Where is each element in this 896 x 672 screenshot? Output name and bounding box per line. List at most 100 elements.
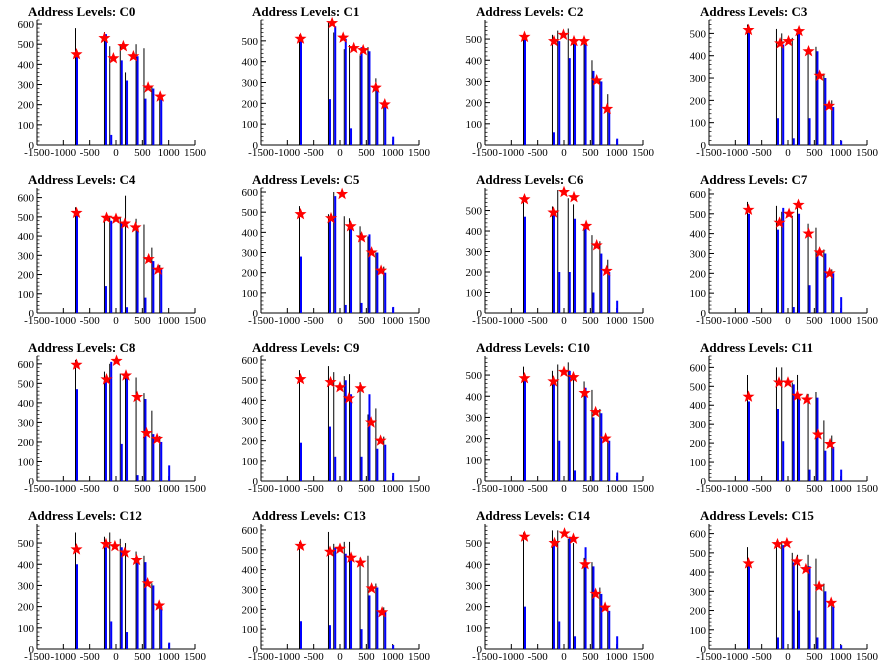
x-tick-label: 1000	[830, 651, 853, 663]
x-tick-label: 1000	[382, 651, 405, 663]
y-tick-label: 500	[242, 36, 259, 48]
chart-title: Address Levels: C15	[700, 508, 814, 523]
peak-marker	[577, 34, 591, 47]
y-tick-label: 200	[690, 268, 707, 280]
chart-plot: 0 100 200 300 400 500 600 -1500 -1000 -500 0 500 100…	[690, 188, 879, 327]
peak-marker	[109, 212, 123, 224]
y-tick-label: 400	[690, 567, 707, 579]
x-tick-label: 0	[785, 651, 791, 663]
x-tick-label: 1000	[382, 483, 405, 495]
y-tick-label: 0	[253, 308, 259, 320]
peak-marker	[599, 432, 612, 444]
peak-marker	[119, 369, 133, 381]
y-tick-label: 500	[690, 548, 707, 560]
chart-plot: 0 100 200 300 400 500 600 -1500 -1000 -500 0 500 100…	[242, 355, 431, 495]
y-tick-label: 100	[466, 119, 483, 131]
peak-marker	[70, 543, 83, 555]
y-tick-label: 600	[242, 187, 259, 199]
x-tick-label: -1000	[498, 147, 524, 159]
x-tick-label: 1000	[606, 651, 629, 663]
y-tick-label: 600	[690, 189, 707, 201]
x-tick-label: -1500	[472, 315, 498, 327]
y-tick-label: 600	[690, 529, 707, 541]
x-tick-label: -500	[752, 483, 773, 495]
x-tick-label: 0	[113, 147, 119, 159]
chart-panel-c10: Address Levels: C10 0 100 200 300 400 500 -1500…	[448, 336, 672, 504]
peak-marker	[129, 221, 142, 233]
x-tick-label: 1000	[606, 147, 629, 159]
peak-marker	[150, 432, 164, 445]
peak-marker	[774, 37, 787, 49]
peak-marker	[518, 30, 531, 43]
x-tick-label: -1500	[472, 483, 498, 495]
chart-title: Address Levels: C2	[476, 4, 584, 19]
y-tick-label: 300	[466, 580, 483, 592]
x-tick-label: -1500	[696, 651, 722, 663]
y-tick-label: 500	[466, 538, 483, 550]
y-tick-label: 100	[242, 119, 259, 131]
y-tick-label: 0	[701, 308, 707, 320]
peak-marker	[742, 557, 755, 569]
x-tick-label: -500	[528, 651, 549, 663]
peak-marker	[347, 41, 360, 54]
y-tick-label: 600	[18, 19, 35, 31]
peak-marker	[589, 405, 602, 418]
y-tick-label: 300	[18, 417, 35, 429]
y-tick-label: 200	[690, 606, 707, 618]
x-tick-label: 500	[806, 651, 823, 663]
peak-marker	[354, 556, 367, 568]
peak-marker	[294, 207, 307, 220]
peak-marker	[813, 69, 826, 82]
x-tick-label: 1500	[856, 483, 879, 495]
x-tick-label: -1000	[274, 651, 300, 663]
y-tick-label: 0	[477, 644, 483, 656]
y-tick-label: 0	[29, 644, 35, 656]
chart-title: Address Levels: C12	[28, 508, 142, 523]
chart-plot: 0 100 200 300 400 500 600 -1500 -1000 -500 0 500 100…	[690, 524, 879, 663]
chart-title: Address Levels: C13	[252, 508, 366, 523]
y-tick-label: 200	[466, 434, 483, 446]
chart-plot: 0 100 200 300 400 500 -1500 -1000 -500 0 500 1000 15…	[466, 185, 655, 327]
y-tick-label: 500	[690, 28, 707, 40]
y-tick-label: 400	[466, 391, 483, 403]
y-tick-label: 300	[690, 248, 707, 260]
peak-marker	[557, 185, 571, 198]
peak-marker	[813, 246, 826, 258]
peak-marker	[153, 599, 166, 611]
x-tick-label: 500	[358, 483, 375, 495]
x-tick-label: -1500	[24, 147, 50, 159]
x-tick-label: -500	[528, 315, 549, 327]
y-tick-label: 300	[242, 78, 259, 90]
chart-plot: 0 100 200 300 400 500 600 -1500 -1000 -500 0 500 100…	[18, 188, 207, 327]
peak-marker	[100, 211, 113, 224]
x-tick-label: 500	[358, 651, 375, 663]
y-tick-label: 0	[29, 140, 35, 152]
chart-title: Address Levels: C10	[476, 340, 590, 355]
peak-marker	[782, 34, 795, 47]
peak-marker	[812, 580, 826, 592]
x-tick-label: 1500	[408, 483, 431, 495]
x-tick-label: 1000	[158, 651, 181, 663]
y-tick-label: 600	[18, 359, 35, 371]
x-tick-label: 1500	[856, 651, 879, 663]
x-tick-label: -500	[80, 147, 101, 159]
y-tick-label: 300	[690, 73, 707, 85]
peak-marker	[567, 34, 581, 47]
peak-marker	[354, 381, 367, 394]
y-tick-label: 500	[466, 370, 483, 382]
peak-marker	[772, 376, 786, 388]
peak-marker	[799, 562, 812, 575]
peak-marker	[364, 416, 378, 428]
y-tick-label: 400	[242, 227, 259, 239]
peak-marker	[598, 601, 612, 613]
x-tick-label: 1500	[632, 651, 655, 663]
x-tick-label: -500	[528, 147, 549, 159]
y-tick-label: 300	[242, 584, 259, 596]
peak-marker	[557, 365, 571, 377]
peak-marker	[378, 98, 391, 110]
y-tick-label: 400	[466, 226, 483, 238]
peak-marker	[110, 354, 123, 366]
peak-marker	[802, 44, 815, 57]
chart-panel-c14: Address Levels: C14 0 100 200 300 400 500 -1500…	[448, 504, 672, 672]
